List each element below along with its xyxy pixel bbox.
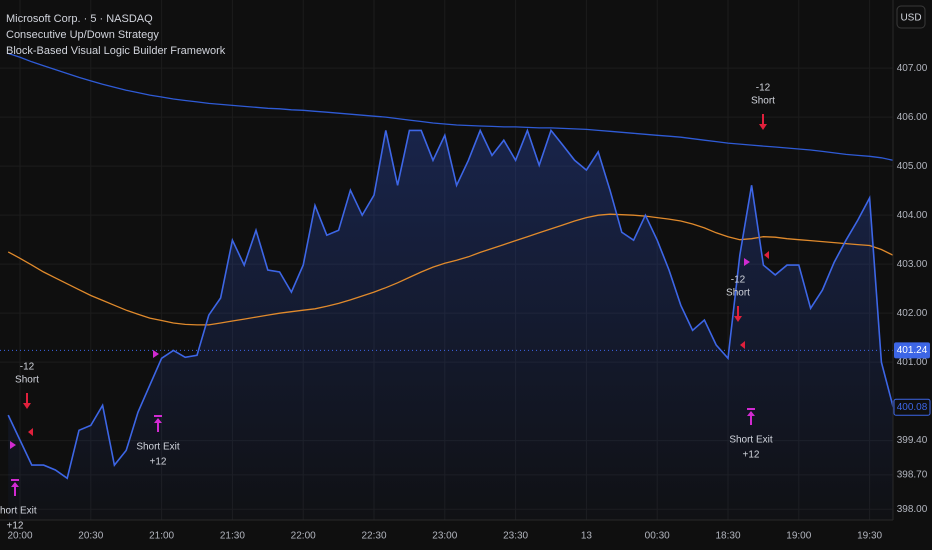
signal-action: Short Exit (136, 442, 180, 453)
signal-action: Short Exit (0, 506, 37, 517)
moving-average (7, 52, 893, 161)
signal-arrow-head (23, 403, 31, 409)
moving-average (7, 213, 893, 326)
chart-title: Microsoft Corp. · 5 · NASDAQ (6, 13, 153, 25)
overlay: -12 Short -12 Short -12 Short Short Exit +12 Sho… (0, 83, 775, 532)
y-tick-label: 404.00 (897, 210, 928, 221)
signal-action: Short (15, 375, 39, 386)
price-label-box (894, 342, 930, 359)
x-tick-label: 20:00 (7, 531, 32, 542)
signal-action: Short Exit (729, 435, 773, 446)
signal-arrow-head (759, 124, 767, 130)
x-tick-label: 21:30 (220, 531, 245, 542)
signal-action: Short (726, 288, 750, 299)
signal-qty: -12 (20, 362, 35, 373)
exit-marker (740, 341, 745, 349)
y-tick-label: 399.40 (897, 435, 928, 446)
signal-qty: +12 (7, 521, 24, 532)
y-tick-label: 407.00 (897, 63, 928, 74)
entry-marker (10, 441, 16, 449)
signal-action: Short (751, 96, 775, 107)
signal-qty: -12 (731, 275, 746, 286)
strategy-name: Consecutive Up/Down Strategy (6, 29, 159, 41)
x-tick-label: 23:00 (432, 531, 457, 542)
x-tick-label: 13 (581, 531, 593, 542)
entry-marker (153, 350, 159, 358)
plot-area (0, 52, 893, 520)
signal-arrow-head (747, 411, 755, 416)
x-tick-label: 21:00 (149, 531, 174, 542)
y-axis: 398.00 398.70 399.40 401.00 402.00 403.00 404.… (897, 63, 928, 515)
y-tick-label: 402.00 (897, 308, 928, 319)
x-tick-label: 19:00 (786, 531, 811, 542)
price-line (7, 128, 893, 480)
y-tick-label: 403.00 (897, 259, 928, 270)
price-label-box (893, 398, 931, 416)
signal-arrow-head (11, 482, 19, 487)
signal-qty: +12 (150, 457, 167, 468)
price-label: 400.08 (897, 402, 928, 413)
y-tick-label: 398.70 (897, 470, 928, 481)
price-area (8, 130, 893, 520)
x-tick-label: 18:30 (715, 531, 740, 542)
currency-label[interactable]: USD (900, 13, 921, 24)
y-tick-label: 398.00 (897, 504, 928, 515)
signal-qty: -12 (756, 83, 771, 94)
framework-name: Block-Based Visual Logic Builder Framewo… (6, 45, 226, 57)
x-tick-label: 19:30 (857, 531, 882, 542)
price-label: 401.24 (897, 345, 928, 356)
y-tick-label: 405.00 (897, 161, 928, 172)
signal-arrow-head (734, 316, 742, 322)
x-tick-label: 22:30 (361, 531, 386, 542)
y-tick-label: 401.00 (897, 357, 928, 368)
exit-marker (28, 428, 33, 436)
exit-marker (764, 251, 769, 259)
entry-marker (744, 258, 750, 266)
signal-qty: +12 (743, 450, 760, 461)
y-tick-label: 406.00 (897, 112, 928, 123)
x-tick-label: 00:30 (645, 531, 670, 542)
signal-arrow-head (154, 418, 162, 423)
x-tick-label: 22:00 (291, 531, 316, 542)
currency-button[interactable] (896, 5, 926, 29)
x-tick-label: 20:30 (78, 531, 103, 542)
x-tick-label: 23:30 (503, 531, 528, 542)
